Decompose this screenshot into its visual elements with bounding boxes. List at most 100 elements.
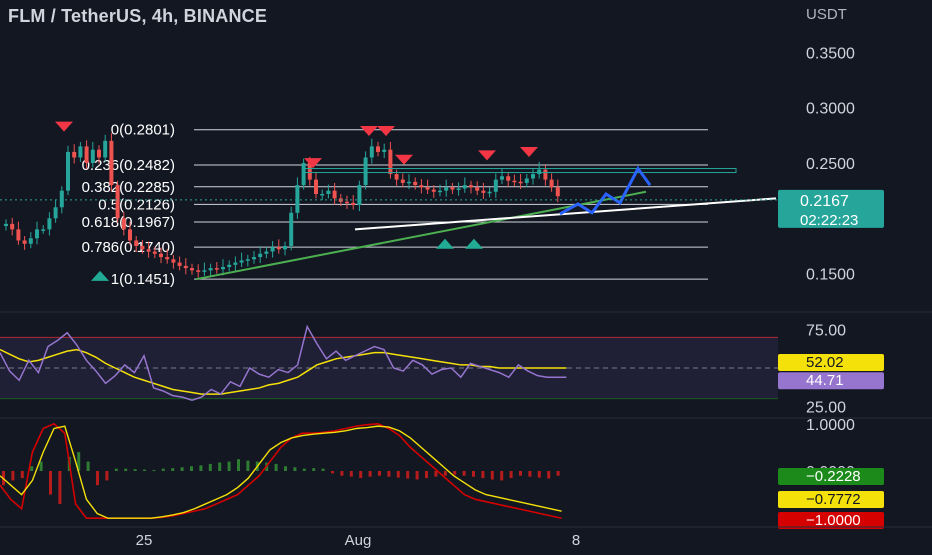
candle	[264, 251, 269, 254]
candle	[103, 140, 108, 158]
price-tick-3: 0.1500	[806, 267, 855, 284]
candle	[431, 189, 436, 192]
symbol-title: FLM / TetherUS, 4h, BINANCE	[8, 6, 268, 26]
macd-line	[0, 422, 562, 520]
fib-label-1: 0.236(0.2482)	[82, 157, 175, 174]
sell-marker	[360, 126, 378, 137]
candle	[190, 268, 194, 271]
histogram-bar	[208, 463, 212, 471]
histogram-bar	[406, 471, 410, 479]
fib-label-4: 0.618(0.1967)	[82, 214, 175, 231]
time-tick-2: 8	[572, 532, 580, 549]
candle	[301, 163, 306, 186]
candle	[425, 187, 430, 190]
candle	[512, 180, 517, 183]
candle	[382, 149, 387, 152]
histogram-bar	[340, 471, 344, 476]
histogram-bar	[105, 471, 109, 481]
histogram-bar	[528, 471, 532, 477]
candle	[438, 190, 442, 193]
histogram-bar	[58, 471, 62, 505]
candle	[419, 185, 424, 188]
candle	[214, 268, 219, 270]
histogram-bar	[415, 471, 419, 480]
candle	[66, 151, 70, 191]
candle	[444, 187, 449, 191]
histogram-bar	[472, 471, 475, 477]
candle	[524, 178, 529, 183]
candle	[549, 179, 554, 188]
rsi-tick-0: 75.00	[806, 323, 846, 340]
fib-label-6: 1(0.1451)	[111, 271, 175, 288]
histogram-bar	[20, 471, 24, 479]
histogram-bar	[556, 471, 560, 476]
candle	[462, 185, 467, 189]
candle	[109, 140, 114, 186]
candle	[376, 146, 380, 152]
candle	[177, 262, 182, 266]
candle	[35, 229, 39, 239]
candle	[351, 202, 356, 206]
candle	[493, 179, 498, 192]
histogram-bar	[227, 461, 231, 471]
time-tick-0: 25	[136, 532, 153, 549]
histogram-bar	[547, 471, 551, 479]
rsi-value-tag	[778, 372, 884, 390]
candle	[245, 259, 250, 261]
candle	[252, 257, 256, 260]
rsi-ma-value-tag-label: 52.02	[806, 354, 844, 371]
histogram-bar	[425, 471, 428, 479]
histogram-bar	[293, 467, 297, 471]
resistance-zone	[303, 168, 737, 174]
histogram-bar	[124, 468, 128, 471]
candle	[115, 185, 120, 219]
candle	[140, 245, 145, 250]
candle	[233, 262, 238, 265]
histogram-bar	[312, 468, 316, 471]
candle	[53, 207, 58, 219]
candle	[369, 146, 374, 158]
candle	[500, 176, 504, 180]
signal-value-tag-label: −0.7772	[806, 491, 861, 508]
sell-marker	[478, 150, 496, 161]
histogram-bar	[509, 471, 513, 479]
candle	[128, 229, 132, 241]
candle	[506, 176, 511, 181]
histogram-bar	[199, 465, 203, 471]
candle	[183, 265, 188, 269]
histogram-bar	[77, 452, 81, 471]
histogram-bar	[443, 471, 447, 476]
candle	[456, 188, 461, 190]
price-tick-0: 0.3500	[806, 45, 855, 62]
histogram-bar	[537, 471, 541, 478]
bottom-value-tag-label: −1.0000	[806, 512, 861, 529]
candle	[270, 247, 275, 252]
histogram-bar	[171, 468, 175, 471]
histogram-bar	[387, 471, 391, 477]
histogram-bar	[481, 471, 485, 479]
fib-label-2: 0.382(0.2285)	[82, 179, 175, 196]
candle	[357, 185, 362, 206]
candle	[146, 249, 151, 252]
candle	[196, 270, 201, 272]
candle	[388, 149, 393, 175]
candle	[72, 151, 77, 158]
candle	[394, 174, 399, 180]
candle	[481, 190, 486, 193]
currency-label: USDT	[806, 6, 847, 23]
time-tick-1: Aug	[345, 532, 372, 549]
sell-marker	[395, 154, 413, 165]
candle	[90, 149, 95, 163]
candle	[159, 253, 163, 258]
candle	[258, 253, 263, 258]
candle	[4, 223, 8, 227]
candle	[283, 245, 287, 250]
histogram-bar	[86, 461, 90, 471]
candle	[295, 185, 300, 213]
price-tick-2: 0.2500	[806, 156, 855, 173]
candle	[10, 223, 15, 230]
histogram-bar	[368, 471, 372, 477]
histogram-bar	[359, 471, 363, 479]
